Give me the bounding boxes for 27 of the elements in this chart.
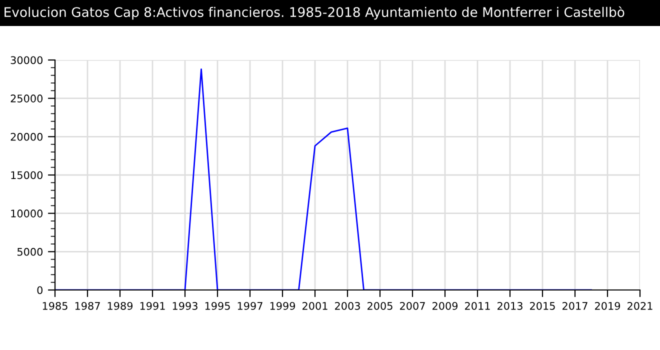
x-tick-label: 2005 — [368, 302, 392, 310]
x-tick-label: 2003 — [335, 302, 360, 310]
x-tick-label: 1987 — [75, 302, 100, 310]
x-tick-label: 2011 — [465, 302, 490, 310]
x-tick-label: 2013 — [498, 302, 522, 310]
x-tick-label: 1993 — [172, 302, 198, 310]
x-tick-label: 1985 — [42, 302, 68, 310]
y-tick-label: 30000 — [10, 56, 42, 64]
x-tick-label: 2015 — [530, 302, 555, 310]
x-tick-label: 1999 — [270, 302, 296, 310]
x-tick-label: 2007 — [400, 302, 425, 310]
y-tick-label: 5000 — [17, 248, 42, 256]
x-tick-label: 1995 — [205, 302, 230, 310]
chart-title: Evolucion Gatos Cap 8:Activos financieros. 1985-2018 Ayuntamiento de Montferrer i Castellbò — [4, 6, 624, 20]
y-tick-label: 25000 — [10, 94, 42, 102]
y-tick-label: 10000 — [11, 210, 42, 218]
x-tick-label: 2017 — [562, 302, 588, 310]
x-tick-label: 1991 — [140, 302, 165, 310]
x-tick-label: 2019 — [595, 302, 620, 310]
y-tick-label: 20000 — [10, 132, 42, 141]
x-tick-label: 2009 — [432, 302, 458, 310]
x-tick-label: 2021 — [628, 302, 652, 310]
x-tick-label: 1997 — [238, 302, 262, 310]
y-tick-label: 15000 — [11, 171, 42, 180]
x-tick-label: 2001 — [302, 302, 328, 310]
y-tick-label: 0 — [37, 286, 43, 294]
x-tick-label: 1989 — [108, 302, 133, 310]
